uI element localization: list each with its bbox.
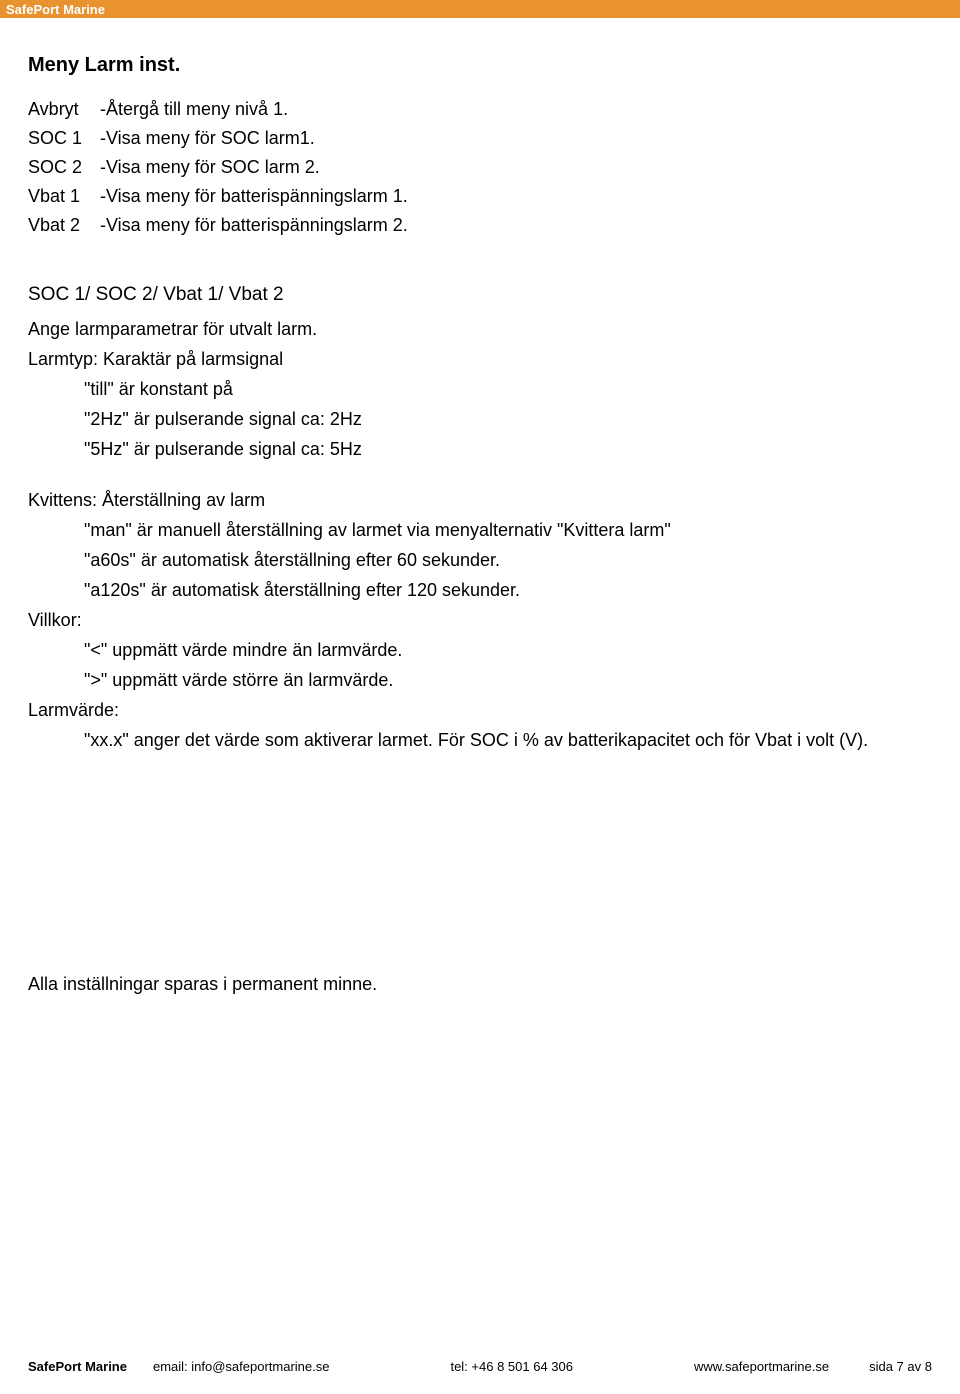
menu-desc: -Visa meny för SOC larm 2. <box>100 153 408 182</box>
menu-key: SOC 1 <box>28 124 100 153</box>
larmtyp-item: "5Hz" är pulserande signal ca: 5Hz <box>84 436 932 464</box>
page-title: Meny Larm inst. <box>28 54 932 77</box>
kvittens-item: "a60s" är automatisk återställning efter… <box>84 547 932 575</box>
larmtyp-block: "till" är konstant på "2Hz" är pulserand… <box>84 376 932 464</box>
menu-key: SOC 2 <box>28 153 100 182</box>
table-row: SOC 1 -Visa meny för SOC larm1. <box>28 124 408 153</box>
menu-key: Vbat 1 <box>28 182 100 211</box>
larmtyp-item: "till" är konstant på <box>84 376 932 404</box>
table-row: SOC 2 -Visa meny för SOC larm 2. <box>28 153 408 182</box>
section-heading: SOC 1/ SOC 2/ Vbat 1/ Vbat 2 <box>28 284 932 306</box>
villkor-item: ">" uppmätt värde större än larmvärde. <box>84 667 932 695</box>
closing-text: Alla inställningar sparas i permanent mi… <box>28 974 932 995</box>
kvittens-item: "man" är manuell återställning av larmet… <box>84 517 932 545</box>
menu-table: Avbryt -Återgå till meny nivå 1. SOC 1 -… <box>28 95 408 240</box>
larmtyp-label: Larmtyp: Karaktär på larmsignal <box>28 346 932 374</box>
footer-tel: tel: +46 8 501 64 306 <box>450 1359 573 1374</box>
kvittens-item: "a120s" är automatisk återställning efte… <box>84 577 932 605</box>
kvittens-block: "man" är manuell återställning av larmet… <box>84 517 932 605</box>
table-row: Vbat 1 -Visa meny för batterispänningsla… <box>28 182 408 211</box>
menu-key: Avbryt <box>28 95 100 124</box>
larmtyp-item: "2Hz" är pulserande signal ca: 2Hz <box>84 406 932 434</box>
footer-brand: SafePort Marine <box>28 1359 127 1374</box>
menu-desc: -Visa meny för batterispänningslarm 2. <box>100 211 408 240</box>
table-row: Avbryt -Återgå till meny nivå 1. <box>28 95 408 124</box>
footer-web: www.safeportmarine.se <box>694 1359 829 1374</box>
villkor-label: Villkor: <box>28 607 932 635</box>
footer-page: sida 7 av 8 <box>869 1359 932 1374</box>
menu-desc: -Återgå till meny nivå 1. <box>100 95 408 124</box>
larmvarde-block: "xx.x" anger det värde som aktiverar lar… <box>84 727 932 755</box>
footer-email: email: info@safeportmarine.se <box>153 1359 330 1374</box>
larmvarde-label: Larmvärde: <box>28 697 932 725</box>
villkor-block: "<" uppmätt värde mindre än larmvärde. "… <box>84 637 932 695</box>
table-row: Vbat 2 -Visa meny för batterispänningsla… <box>28 211 408 240</box>
menu-key: Vbat 2 <box>28 211 100 240</box>
header-brand: SafePort Marine <box>6 2 105 17</box>
intro-text: Ange larmparametrar för utvalt larm. <box>28 316 932 344</box>
footer: SafePort Marine email: info@safeportmari… <box>0 1359 960 1374</box>
page-content: Meny Larm inst. Avbryt -Återgå till meny… <box>0 18 960 995</box>
menu-desc: -Visa meny för batterispänningslarm 1. <box>100 182 408 211</box>
larmvarde-item: "xx.x" anger det värde som aktiverar lar… <box>84 727 932 755</box>
villkor-item: "<" uppmätt värde mindre än larmvärde. <box>84 637 932 665</box>
menu-desc: -Visa meny för SOC larm1. <box>100 124 408 153</box>
header-bar: SafePort Marine <box>0 0 960 18</box>
kvittens-label: Kvittens: Återställning av larm <box>28 487 932 515</box>
